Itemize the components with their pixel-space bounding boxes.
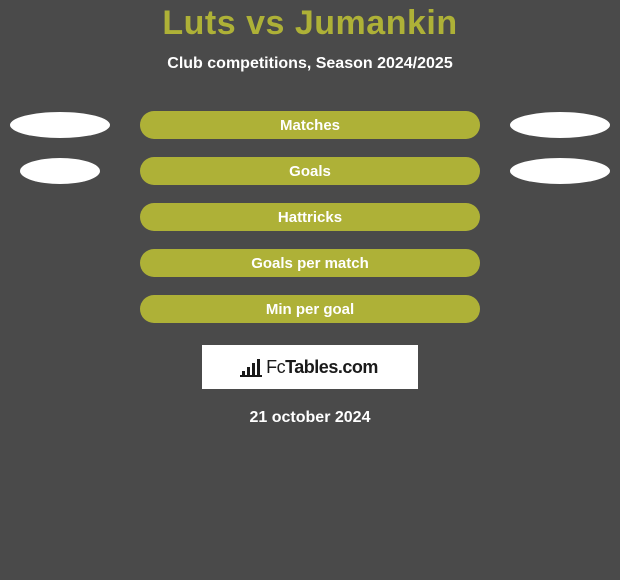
page-title: Luts vs Jumankin xyxy=(0,4,620,43)
comparison-infographic: Luts vs Jumankin Club competitions, Seas… xyxy=(0,0,620,427)
stat-label: Hattricks xyxy=(278,209,342,226)
stat-row: Hattricks xyxy=(0,203,620,231)
stat-row: Min per goal xyxy=(0,295,620,323)
logo-box: FcTables.com xyxy=(202,345,418,389)
stat-bar: Min per goal xyxy=(140,295,480,323)
stat-bar: Matches xyxy=(140,111,480,139)
date-label: 21 october 2024 xyxy=(0,409,620,427)
stat-label: Goals per match xyxy=(251,255,369,272)
subtitle: Club competitions, Season 2024/2025 xyxy=(0,55,620,73)
left-value-ellipse xyxy=(20,158,100,184)
right-value-ellipse xyxy=(510,158,610,184)
stat-label: Goals xyxy=(289,163,331,180)
stat-label: Min per goal xyxy=(266,301,354,318)
stat-rows: Matches Goals Hattricks Goals per match Min … xyxy=(0,111,620,323)
stat-bar: Goals xyxy=(140,157,480,185)
right-value-ellipse xyxy=(510,112,610,138)
stat-bar: Hattricks xyxy=(140,203,480,231)
stat-bar: Goals per match xyxy=(140,249,480,277)
stat-label: Matches xyxy=(280,117,340,134)
logo-text: FcTables.com xyxy=(266,357,378,378)
stat-row: Goals per match xyxy=(0,249,620,277)
logo-chart-icon xyxy=(242,357,260,377)
stat-row: Goals xyxy=(0,157,620,185)
left-value-ellipse xyxy=(10,112,110,138)
stat-row: Matches xyxy=(0,111,620,139)
